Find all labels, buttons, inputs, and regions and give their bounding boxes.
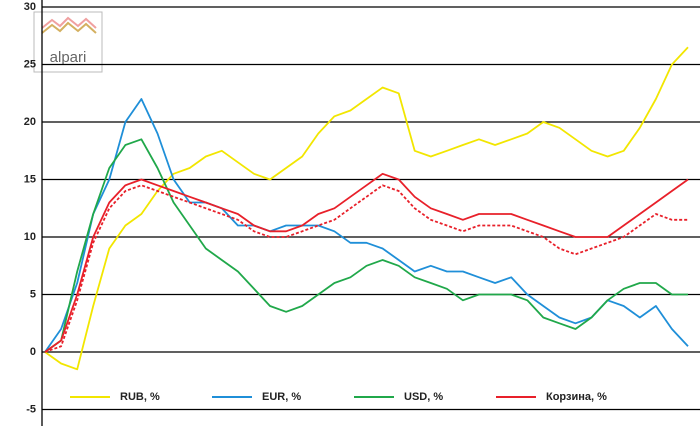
y-tick-label: 10 [24,231,36,243]
legend-label: USD, % [404,391,443,403]
logo: alpari [33,11,103,73]
legend-label: EUR, % [262,391,301,403]
series-line [44,138,688,353]
y-tick-label: 15 [24,173,36,185]
logo-text: alpari [50,49,87,66]
legend-label: RUB, % [120,391,160,403]
y-tick-label: 20 [24,116,36,128]
y-tick-label: 25 [24,58,36,70]
series-line [44,46,689,371]
series-line [44,184,688,353]
logo-mark [41,21,97,34]
y-tick-label: 30 [24,1,36,13]
logo-mark [41,16,97,29]
y-tick-label: 5 [30,288,36,300]
y-tick-label: -5 [26,403,36,415]
series-line [44,98,689,353]
legend-label: Корзина, % [546,391,607,403]
y-tick-label: 0 [30,346,36,358]
series-line [44,172,689,353]
